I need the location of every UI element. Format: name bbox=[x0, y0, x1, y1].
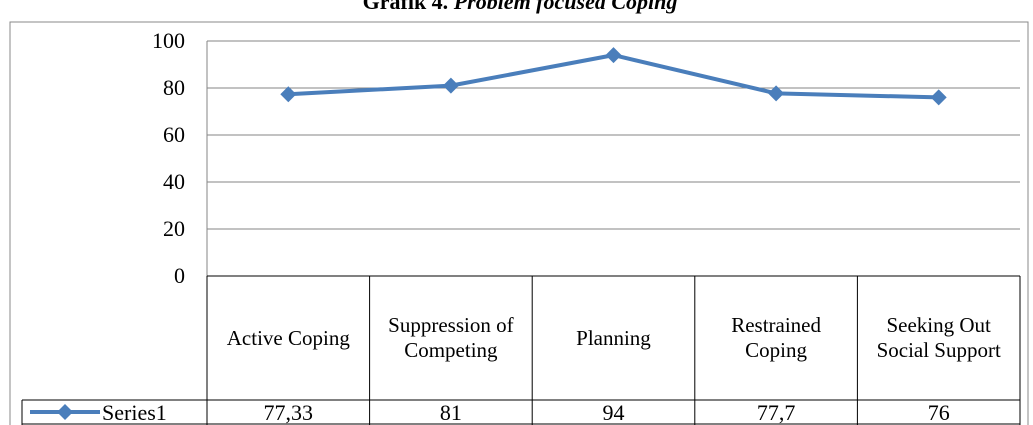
x-tick-label: Seeking Out Social Support bbox=[876, 313, 1001, 362]
y-tick-label: 80 bbox=[163, 75, 185, 100]
data-label: 94 bbox=[603, 400, 625, 425]
data-label: 77,7 bbox=[757, 400, 796, 425]
marker bbox=[930, 89, 947, 106]
chart-border bbox=[9, 21, 1029, 425]
data-label: 81 bbox=[440, 400, 462, 425]
marker bbox=[605, 47, 622, 64]
marker bbox=[442, 77, 459, 94]
title-main: Problem focused Coping bbox=[453, 0, 678, 14]
x-tick-label: Active Coping bbox=[226, 325, 350, 350]
y-tick-label: 40 bbox=[163, 169, 185, 194]
legend-label: Series1 bbox=[102, 400, 167, 425]
y-tick-label: 60 bbox=[163, 122, 185, 147]
title-prefix: Grafik 4. bbox=[363, 0, 449, 14]
y-tick-label: 20 bbox=[163, 216, 185, 241]
x-tick-label: Restrained Coping bbox=[731, 313, 821, 362]
data-label: 77,33 bbox=[264, 400, 314, 425]
data-label: 76 bbox=[928, 400, 950, 425]
chart-title: Grafik 4. Problem focused Coping bbox=[363, 0, 678, 14]
y-tick-label: 100 bbox=[152, 28, 185, 53]
title-background bbox=[0, 0, 1033, 20]
x-tick-label: Suppression of Competing bbox=[388, 313, 514, 362]
marker bbox=[280, 86, 297, 103]
marker bbox=[768, 85, 785, 102]
y-tick-label: 0 bbox=[174, 263, 185, 288]
x-tick-label: Planning bbox=[576, 325, 651, 350]
legend-marker bbox=[57, 404, 73, 420]
